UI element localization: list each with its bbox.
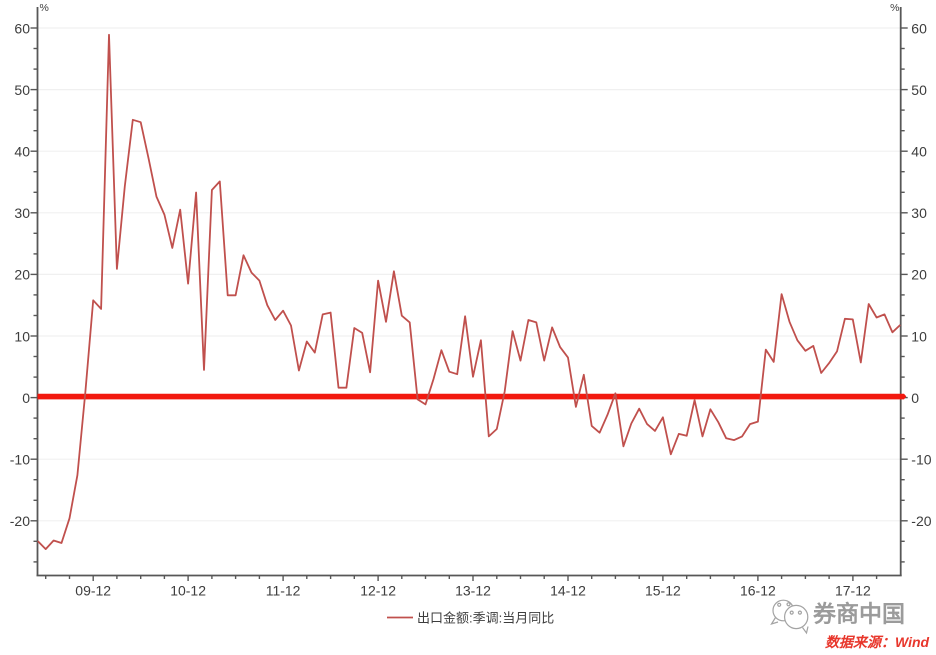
svg-text:数据来源：Wind: 数据来源：Wind (825, 634, 930, 650)
svg-text:09-12: 09-12 (75, 583, 111, 599)
svg-text:40: 40 (911, 144, 927, 160)
svg-text:16-12: 16-12 (740, 583, 776, 599)
svg-text:%: % (890, 2, 899, 14)
svg-text:-20: -20 (10, 513, 30, 529)
svg-text:40: 40 (14, 144, 30, 160)
svg-text:10-12: 10-12 (170, 583, 206, 599)
svg-text:0: 0 (911, 390, 919, 406)
svg-text:%: % (40, 2, 49, 14)
svg-text:30: 30 (14, 205, 30, 221)
svg-text:17-12: 17-12 (835, 583, 871, 599)
svg-text:50: 50 (911, 82, 927, 98)
svg-text:-20: -20 (911, 513, 931, 529)
svg-text:20: 20 (14, 267, 30, 283)
svg-text:60: 60 (911, 20, 927, 36)
svg-text:15-12: 15-12 (645, 583, 681, 599)
svg-text:60: 60 (14, 20, 30, 36)
svg-text:14-12: 14-12 (550, 583, 586, 599)
svg-text:-10: -10 (10, 452, 30, 468)
svg-text:出口金额:季调:当月同比: 出口金额:季调:当月同比 (417, 611, 554, 626)
svg-text:13-12: 13-12 (455, 583, 491, 599)
svg-text:10: 10 (911, 328, 927, 344)
svg-text:券商中国: 券商中国 (813, 601, 905, 627)
svg-text:-10: -10 (911, 452, 931, 468)
svg-text:50: 50 (14, 82, 30, 98)
svg-text:12-12: 12-12 (360, 583, 396, 599)
svg-text:0: 0 (22, 390, 30, 406)
svg-text:10: 10 (14, 328, 30, 344)
svg-text:20: 20 (911, 267, 927, 283)
svg-text:30: 30 (911, 205, 927, 221)
svg-text:11-12: 11-12 (266, 583, 301, 599)
